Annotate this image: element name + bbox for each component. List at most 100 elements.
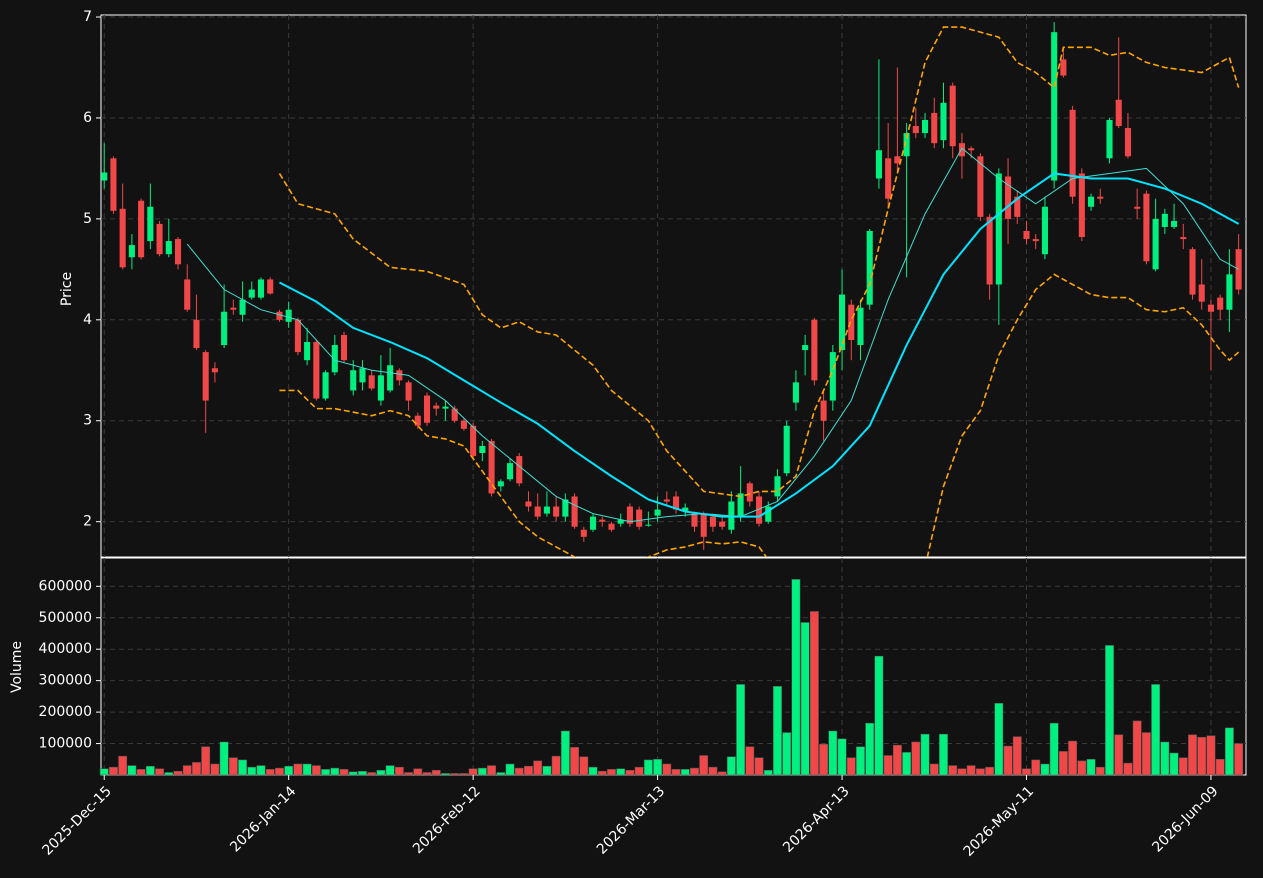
volume-bar xyxy=(293,763,303,776)
volume-bar xyxy=(145,765,155,776)
volume-bar xyxy=(348,771,358,776)
candle-body xyxy=(682,507,689,512)
volume-bar xyxy=(284,765,294,776)
volume-bar xyxy=(902,752,912,776)
candle-body xyxy=(442,406,449,409)
candle-body xyxy=(184,279,191,310)
candle-body xyxy=(294,319,301,353)
volume-bar xyxy=(533,760,543,776)
volume-bar xyxy=(948,765,958,776)
candle-body xyxy=(359,368,366,383)
candle-body xyxy=(1115,99,1122,127)
volume-bar xyxy=(1012,736,1022,776)
volume-bar xyxy=(192,762,201,776)
x-tick-label: 2026-Apr-13 xyxy=(780,783,853,856)
candle-body xyxy=(839,294,846,351)
volume-bar xyxy=(496,772,506,776)
volume-bar xyxy=(1022,768,1031,776)
candle-body xyxy=(571,496,578,527)
volume-bar xyxy=(939,733,948,776)
volume-bar xyxy=(247,766,257,776)
volume-bar xyxy=(1049,722,1059,776)
candle-body xyxy=(672,496,680,510)
volume-bar xyxy=(505,763,515,776)
candle-body xyxy=(949,85,956,147)
price-plot xyxy=(101,22,1242,557)
candle-body xyxy=(977,156,984,217)
volume-bar xyxy=(690,767,699,776)
volume-bar xyxy=(118,755,128,776)
candle-body xyxy=(894,156,901,164)
candle-body xyxy=(968,148,975,151)
candle-body xyxy=(506,463,514,480)
volume-bar xyxy=(763,770,773,776)
candle-body xyxy=(1143,193,1150,262)
volume-bar xyxy=(1003,745,1013,776)
candle-body xyxy=(174,239,182,265)
x-tick-label: 2026-Jun-09 xyxy=(1149,783,1221,855)
volume-bar xyxy=(597,770,607,776)
candle-body xyxy=(516,456,523,484)
x-tick-label: 2026-Feb-12 xyxy=(410,783,484,857)
volume-bar xyxy=(219,741,229,776)
candle-body xyxy=(636,509,643,527)
candle-body xyxy=(1207,304,1214,312)
candle-body xyxy=(700,513,707,537)
volume-bar xyxy=(367,772,377,776)
candle-body xyxy=(811,319,818,381)
candle-body xyxy=(1078,173,1085,238)
volume-bar xyxy=(302,763,312,776)
volume-bar xyxy=(800,622,810,776)
volume-bar xyxy=(791,579,801,776)
volume-bar xyxy=(966,765,976,776)
candle-body xyxy=(829,352,836,401)
candle-body xyxy=(350,370,357,391)
volume-bar xyxy=(468,768,478,776)
volume-bar xyxy=(1141,732,1151,776)
volume-bar xyxy=(1114,734,1124,776)
volume-bar xyxy=(385,765,395,776)
volume-bar xyxy=(819,743,828,776)
volume-bar xyxy=(1234,743,1244,776)
volume-bar xyxy=(1160,741,1170,776)
candle-body xyxy=(709,516,716,527)
volume-bar xyxy=(321,769,330,776)
x-tick-label: 2026-Mar-13 xyxy=(594,783,668,857)
candle-body xyxy=(1106,119,1113,159)
volume-bar xyxy=(358,770,367,776)
candle-body xyxy=(1180,237,1187,240)
candle-body xyxy=(331,345,338,373)
volume-bar xyxy=(1086,759,1096,776)
candle-body xyxy=(792,382,799,403)
candle-body xyxy=(276,311,283,320)
volume-bar xyxy=(892,744,902,776)
candle-body xyxy=(110,158,117,211)
volume-bar xyxy=(275,767,284,776)
candle-body xyxy=(211,368,218,373)
volume-bar xyxy=(957,768,967,776)
volume-bar xyxy=(865,722,875,776)
candle-body xyxy=(589,516,597,530)
candle-body xyxy=(1060,59,1067,76)
volume-bar xyxy=(1068,740,1078,776)
candle-body xyxy=(663,499,670,502)
candle-body xyxy=(423,395,431,423)
volume-bar xyxy=(441,773,450,776)
volume-bar xyxy=(994,703,1004,776)
candle-body xyxy=(848,304,855,340)
volume-bar xyxy=(1040,763,1050,776)
candle-body xyxy=(912,126,919,134)
candle-body xyxy=(147,206,154,242)
candle-body xyxy=(451,408,458,421)
volume-bar xyxy=(1188,734,1197,776)
volume-tick-label: 300000 xyxy=(39,673,92,689)
candle-body xyxy=(986,216,993,285)
candle-body xyxy=(940,102,947,141)
volume-bar xyxy=(1197,737,1207,776)
volume-bar xyxy=(643,759,653,776)
volume-bar xyxy=(856,746,865,776)
volume-bar xyxy=(228,757,238,776)
candle-body xyxy=(368,375,375,389)
volume-bar xyxy=(616,768,626,776)
candle-body xyxy=(1161,213,1168,227)
